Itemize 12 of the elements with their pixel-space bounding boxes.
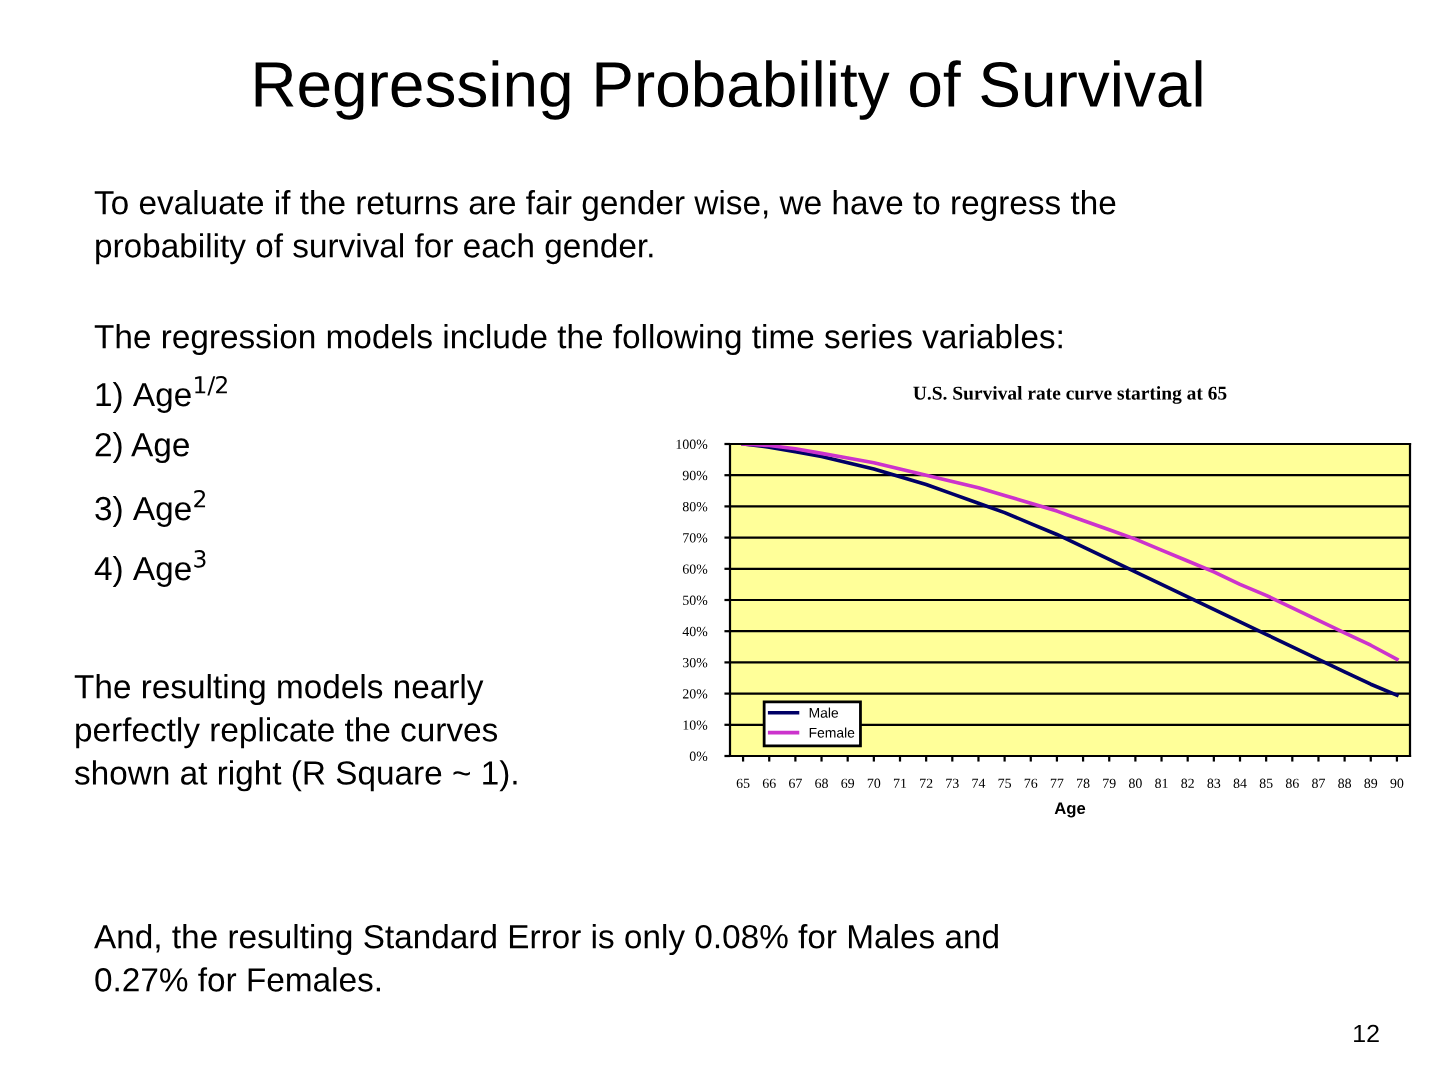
x-axis-title: Age [1054,802,1086,818]
text: To evaluate if the returns are fair gender wise, we have to regress the probability of survival for each gender. [94,190,1116,265]
chart-title: Regressing Probability of Survival [255,60,1202,120]
text: 3) Age$^{2}$ [95,490,206,527]
text: The regression models include the following time series variables: [94,324,1062,356]
text: 12 [1354,1024,1379,1043]
text: 1) Age$^{1/2}$ [96,376,227,413]
text: And, the resulting Standard Error is only 0.08% for Males and 0.27% for Females. [94,924,998,992]
text: 2) Age [95,432,189,464]
text: 4) Age$^{3}$ [94,550,206,587]
text: The resulting models nearly perfectly replicate the curves shown at right (R Square ~ 1). [74,674,517,792]
chart-subtitle: U.S. Survival rate curve starting at 65 [913,386,1227,404]
